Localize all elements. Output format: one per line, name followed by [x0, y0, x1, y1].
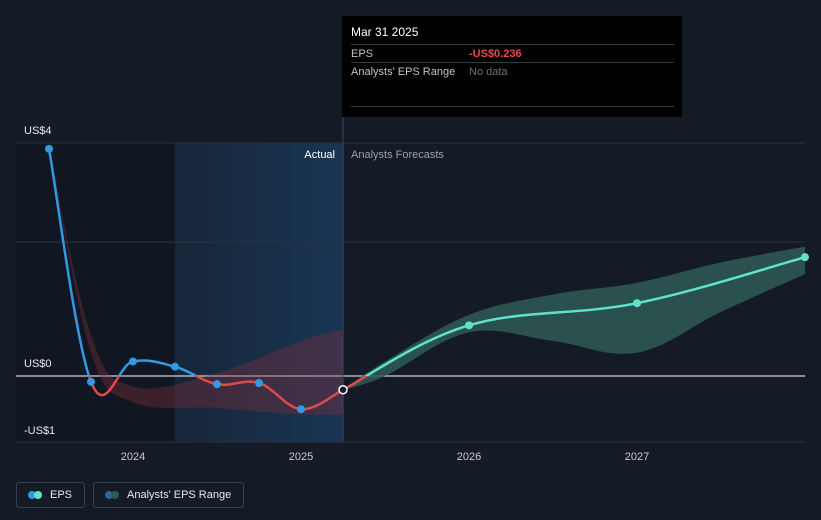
eps-point	[297, 405, 305, 414]
eps-tooltip: Mar 31 2025 EPS -US$0.236 Analysts' EPS …	[342, 16, 682, 117]
legend-item-range[interactable]: Analysts' EPS Range	[93, 482, 245, 508]
legend-eps-label: EPS	[50, 489, 73, 501]
actual-label: Actual	[304, 149, 335, 161]
y-tick-label: US$4	[24, 125, 52, 137]
legend-item-eps[interactable]: EPS	[16, 482, 86, 508]
forecast-label: Analysts Forecasts	[351, 149, 444, 161]
tooltip-eps-label: EPS	[351, 47, 374, 60]
eps-point	[213, 380, 221, 389]
tooltip-divider	[351, 106, 674, 107]
actual-eps-range-band	[49, 148, 343, 415]
eps-point	[45, 144, 53, 153]
y-tick-label: US$0	[24, 358, 52, 370]
range-swatch-icon	[105, 491, 120, 499]
eps-point	[171, 362, 179, 371]
y-tick-label: -US$1	[24, 425, 55, 437]
eps-forecast-point	[633, 299, 641, 308]
eps-swatch-icon	[28, 491, 42, 499]
eps-forecast-line	[364, 255, 806, 376]
tooltip-range-value: No data	[469, 65, 508, 78]
eps-point	[255, 378, 263, 387]
tooltip-date: Mar 31 2025	[351, 25, 419, 39]
tooltip-range-label: Analysts' EPS Range	[351, 65, 456, 78]
x-tick-label: 2026	[457, 451, 481, 463]
forecast-eps-range-band	[343, 246, 805, 390]
eps-forecast-point	[801, 253, 809, 262]
tooltip-row-eps: EPS -US$0.236	[351, 44, 674, 62]
x-tick-label: 2024	[121, 451, 145, 463]
eps-point	[338, 384, 348, 395]
eps-point	[87, 377, 95, 386]
chart-legend: EPS Analysts' EPS Range	[16, 482, 245, 508]
eps-point	[129, 357, 137, 366]
eps-line-negative	[87, 376, 344, 411]
eps-forecast-point	[465, 321, 473, 330]
legend-range-label: Analysts' EPS Range	[127, 489, 232, 501]
actual-highlight-region	[175, 143, 343, 442]
x-tick-label: 2027	[625, 451, 649, 463]
tooltip-eps-value: -US$0.236	[469, 47, 522, 60]
x-tick-label: 2025	[289, 451, 313, 463]
tooltip-row-range: Analysts' EPS Range No data	[351, 62, 674, 80]
